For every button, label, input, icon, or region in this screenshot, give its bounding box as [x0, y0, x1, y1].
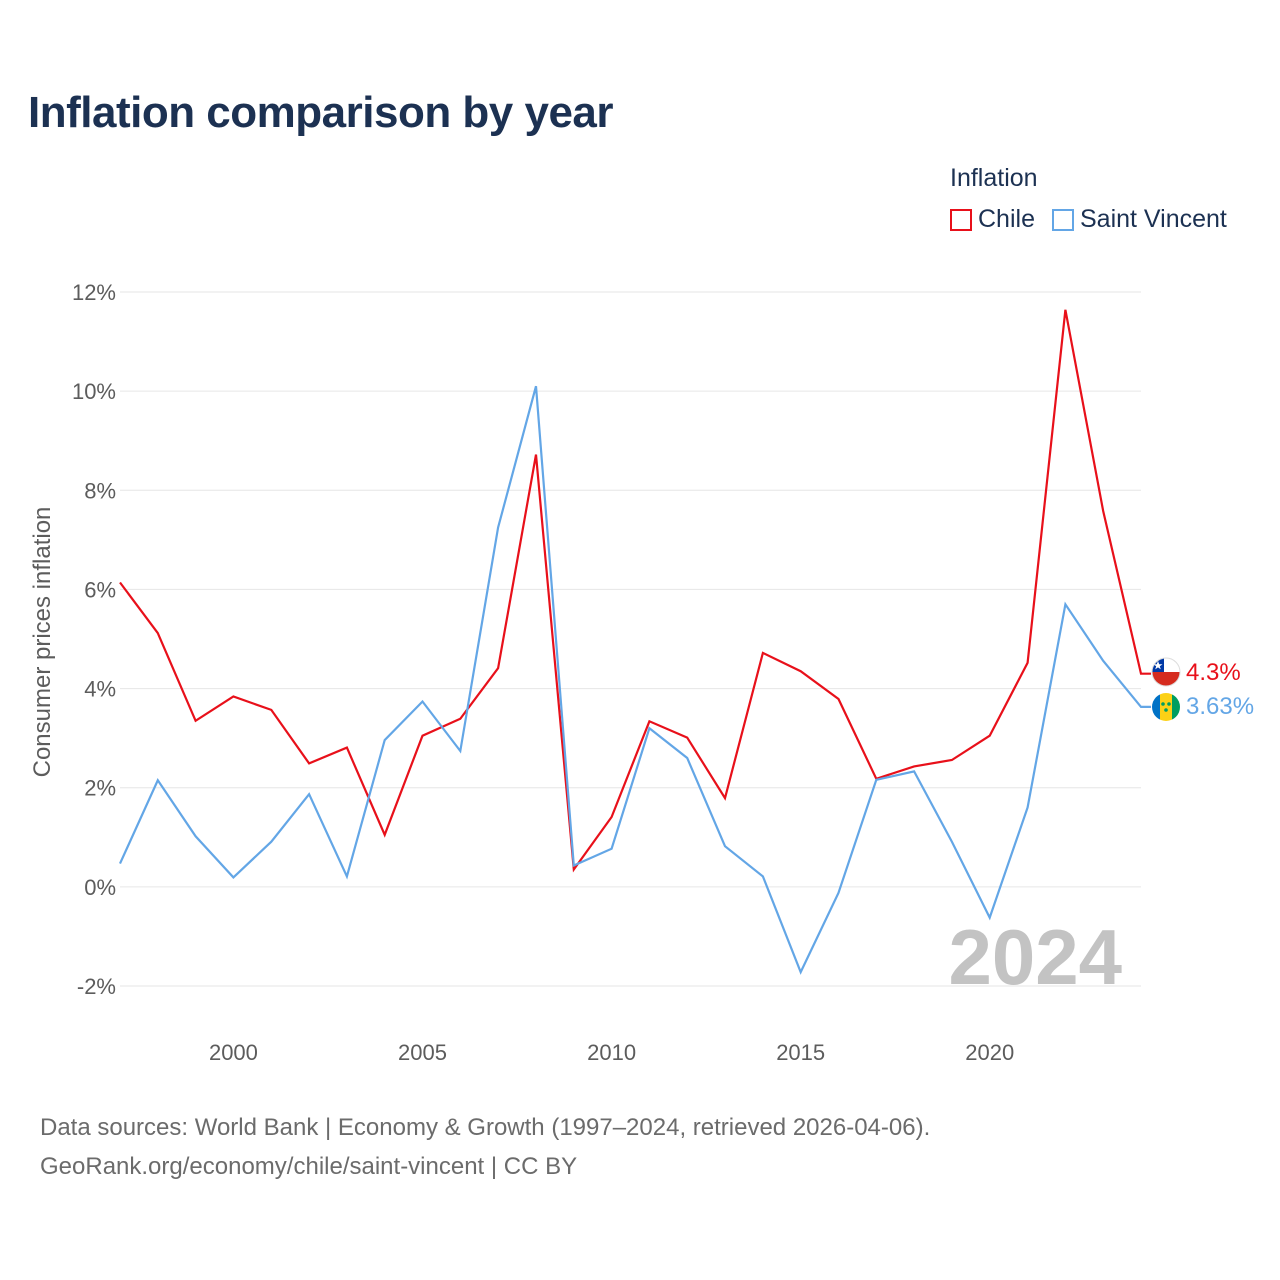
y-tick-label: 8%	[84, 478, 116, 503]
legend-swatch-saint-vincent	[1051, 208, 1074, 231]
legend-swatch-chile	[950, 208, 972, 231]
saint-vincent-end-label: 3.63%	[1186, 693, 1254, 720]
series-lines	[118, 309, 1151, 975]
y-tick-label: 2%	[84, 776, 116, 801]
y-axis-ticks: 12% 10% 8% 6% 4% 2% 0% -2%	[72, 280, 116, 999]
x-tick-label: 2000	[209, 1040, 258, 1065]
chile-flag-icon	[1151, 657, 1181, 687]
source-line-2[interactable]: GeoRank.org/economy/chile/saint-vincent …	[40, 1153, 578, 1180]
saint-vincent-flag-icon	[1152, 693, 1180, 721]
legend-item-chile[interactable]: Chile	[950, 205, 1035, 234]
y-tick-label: 6%	[84, 577, 116, 602]
chile-end-label: 4.3%	[1186, 659, 1241, 686]
legend-title: Inflation	[950, 164, 1038, 192]
line-chart: 12% 10% 8% 6% 4% 2% 0% -2% 2000 2005 2010 2015 2020…	[29, 280, 1254, 1065]
series-line-saint-vincent[interactable]	[118, 385, 1151, 975]
legend-label-saint-vincent: Saint Vincent	[1079, 205, 1227, 233]
y-tick-label: 0%	[84, 875, 116, 900]
y-tick-label: 4%	[84, 677, 116, 702]
year-watermark: 2024	[948, 913, 1122, 1001]
x-axis-ticks: 2000 2005 2010 2015 2020	[209, 1040, 1014, 1065]
legend-item-saint-vincent[interactable]: Saint Vincent	[1051, 205, 1227, 234]
series-line-chile[interactable]	[119, 309, 1151, 873]
x-tick-label: 2015	[776, 1040, 825, 1065]
grid-lines	[120, 291, 1141, 987]
y-tick-label: -2%	[77, 974, 116, 999]
chart-title: Inflation comparison by year	[28, 88, 614, 137]
y-axis-label: Consumer prices inflation	[29, 507, 56, 778]
x-tick-label: 2020	[965, 1040, 1014, 1065]
x-tick-label: 2010	[587, 1040, 636, 1065]
legend: Chile Saint Vincent	[950, 205, 1244, 234]
x-tick-label: 2005	[398, 1040, 447, 1065]
y-tick-label: 12%	[72, 280, 116, 305]
data-source-note: Data sources: World Bank | Economy & Gro…	[40, 1108, 930, 1186]
legend-label-chile: Chile	[978, 205, 1035, 233]
source-line-1: Data sources: World Bank | Economy & Gro…	[40, 1114, 931, 1141]
y-tick-label: 10%	[72, 379, 116, 404]
